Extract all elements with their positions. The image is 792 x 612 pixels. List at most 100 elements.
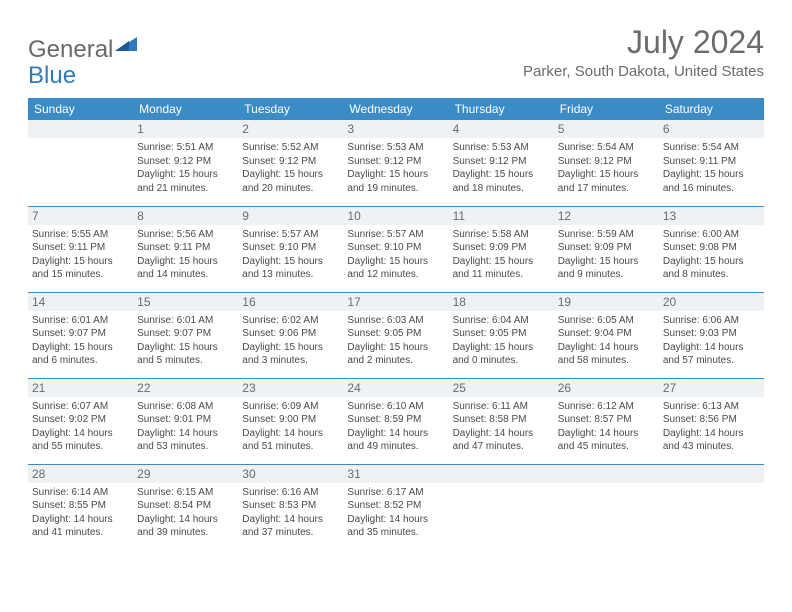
daylight-text: Daylight: 15 hours: [453, 168, 550, 182]
calendar-day-cell: 27Sunrise: 6:13 AMSunset: 8:56 PMDayligh…: [659, 378, 764, 464]
daylight-text: and 37 minutes.: [242, 526, 339, 540]
day-number: 25: [449, 379, 554, 397]
calendar-day-cell: 15 Sunrise: 6:01 AMSunset: 9:07 PMDayligh…: [133, 292, 238, 378]
sunrise-text: Sunrise: 6:02 AM: [242, 314, 339, 328]
sunrise-text: Sunrise: 6:13 AM: [663, 400, 760, 414]
day-number: 11: [449, 207, 554, 225]
day-number: 4: [449, 120, 554, 138]
day-number: 24: [343, 379, 448, 397]
daylight-text: Daylight: 15 hours: [558, 255, 655, 269]
sunset-text: Sunset: 9:08 PM: [663, 241, 760, 255]
day-number: 23: [238, 379, 343, 397]
calendar-day-cell: 26Sunrise: 6:12 AMSunset: 8:57 PMDayligh…: [554, 378, 659, 464]
daylight-text: and 16 minutes.: [663, 182, 760, 196]
daylight-text: and 41 minutes.: [32, 526, 129, 540]
daylight-text: and 19 minutes.: [347, 182, 444, 196]
daylight-text: Daylight: 15 hours: [663, 255, 760, 269]
location-text: Parker, South Dakota, United States: [523, 63, 764, 80]
day-number: 12: [554, 207, 659, 225]
calendar-day-cell: 18Sunrise: 6:04 AMSunset: 9:05 PMDayligh…: [449, 292, 554, 378]
sunrise-text: Sunrise: 6:10 AM: [347, 400, 444, 414]
sunrise-text: Sunrise: 5:59 AM: [558, 228, 655, 242]
day-number: 29: [133, 465, 238, 483]
daylight-text: Daylight: 15 hours: [242, 168, 339, 182]
day-number: 3: [343, 120, 448, 138]
day-number: 15: [133, 293, 238, 311]
day-number-empty: [659, 465, 764, 483]
daylight-text: Daylight: 15 hours: [347, 255, 444, 269]
sunrise-text: Sunrise: 6:15 AM: [137, 486, 234, 500]
sunset-text: Sunset: 9:09 PM: [558, 241, 655, 255]
day-number: 14: [28, 293, 133, 311]
calendar-day-cell: 28Sunrise: 6:14 AMSunset: 8:55 PMDayligh…: [28, 464, 133, 550]
day-number: 7: [28, 207, 133, 225]
daylight-text: Daylight: 14 hours: [347, 513, 444, 527]
day-number: 13: [659, 207, 764, 225]
day-header: Wednesday: [343, 98, 448, 120]
sunset-text: Sunset: 8:52 PM: [347, 499, 444, 513]
calendar-empty-cell: [554, 464, 659, 550]
daylight-text: Daylight: 14 hours: [347, 427, 444, 441]
sunrise-text: Sunrise: 5:53 AM: [347, 141, 444, 155]
calendar-day-cell: 6Sunrise: 5:54 AMSunset: 9:11 PMDaylight…: [659, 120, 764, 206]
daylight-text: and 58 minutes.: [558, 354, 655, 368]
sunset-text: Sunset: 9:03 PM: [663, 327, 760, 341]
daylight-text: and 11 minutes.: [453, 268, 550, 282]
day-header: Saturday: [659, 98, 764, 120]
daylight-text: and 5 minutes.: [137, 354, 234, 368]
daylight-text: Daylight: 14 hours: [32, 513, 129, 527]
daylight-text: and 20 minutes.: [242, 182, 339, 196]
sunrise-text: Sunrise: 5:51 AM: [137, 141, 234, 155]
logo-triangle-icon: [115, 30, 137, 58]
calendar-empty-cell: [449, 464, 554, 550]
sunrise-text: Sunrise: 6:07 AM: [32, 400, 129, 414]
sunrise-text: Sunrise: 5:55 AM: [32, 228, 129, 242]
daylight-text: and 2 minutes.: [347, 354, 444, 368]
daylight-text: and 9 minutes.: [558, 268, 655, 282]
daylight-text: Daylight: 14 hours: [558, 341, 655, 355]
daylight-text: Daylight: 15 hours: [32, 341, 129, 355]
day-number-empty: [449, 465, 554, 483]
day-number: 19: [554, 293, 659, 311]
day-number: 26: [554, 379, 659, 397]
sunset-text: Sunset: 9:06 PM: [242, 327, 339, 341]
sunset-text: Sunset: 9:05 PM: [347, 327, 444, 341]
sunset-text: Sunset: 9:11 PM: [137, 241, 234, 255]
day-number: 6: [659, 120, 764, 138]
calendar-day-cell: 29Sunrise: 6:15 AMSunset: 8:54 PMDayligh…: [133, 464, 238, 550]
sunrise-text: Sunrise: 6:11 AM: [453, 400, 550, 414]
daylight-text: and 15 minutes.: [32, 268, 129, 282]
daylight-text: and 18 minutes.: [453, 182, 550, 196]
sunset-text: Sunset: 8:58 PM: [453, 413, 550, 427]
day-number-empty: [554, 465, 659, 483]
sunset-text: Sunset: 9:11 PM: [32, 241, 129, 255]
calendar-table: SundayMondayTuesdayWednesdayThursdayFrid…: [28, 98, 764, 550]
calendar-day-cell: 25 Sunrise: 6:11 AMSunset: 8:58 PMDayligh…: [449, 378, 554, 464]
calendar-day-cell: 14Sunrise: 6:01 AMSunset: 9:07 PMDayligh…: [28, 292, 133, 378]
calendar-day-cell: 13Sunrise: 6:00 AMSunset: 9:08 PMDayligh…: [659, 206, 764, 292]
calendar-page: General July 2024 Parker, South Dakota, …: [0, 0, 792, 574]
sunset-text: Sunset: 8:59 PM: [347, 413, 444, 427]
daylight-text: Daylight: 14 hours: [137, 427, 234, 441]
daylight-text: and 12 minutes.: [347, 268, 444, 282]
day-number: 9: [238, 207, 343, 225]
sunrise-text: Sunrise: 6:01 AM: [137, 314, 234, 328]
calendar-week-row: 28Sunrise: 6:14 AMSunset: 8:55 PMDayligh…: [28, 464, 764, 550]
sunrise-text: Sunrise: 5:56 AM: [137, 228, 234, 242]
daylight-text: Daylight: 15 hours: [347, 168, 444, 182]
month-title: July 2024: [523, 24, 764, 61]
sunrise-text: Sunrise: 6:03 AM: [347, 314, 444, 328]
sunset-text: Sunset: 9:12 PM: [242, 155, 339, 169]
daylight-text: Daylight: 14 hours: [453, 427, 550, 441]
day-header: Friday: [554, 98, 659, 120]
day-number: 22: [133, 379, 238, 397]
calendar-day-cell: 20Sunrise: 6:06 AMSunset: 9:03 PMDayligh…: [659, 292, 764, 378]
sunset-text: Sunset: 9:07 PM: [137, 327, 234, 341]
daylight-text: Daylight: 15 hours: [137, 341, 234, 355]
daylight-text: and 51 minutes.: [242, 440, 339, 454]
calendar-header-row: SundayMondayTuesdayWednesdayThursdayFrid…: [28, 98, 764, 120]
calendar-day-cell: 31Sunrise: 6:17 AMSunset: 8:52 PMDayligh…: [343, 464, 448, 550]
calendar-day-cell: 19Sunrise: 6:05 AMSunset: 9:04 PMDayligh…: [554, 292, 659, 378]
sunset-text: Sunset: 9:12 PM: [347, 155, 444, 169]
daylight-text: and 45 minutes.: [558, 440, 655, 454]
